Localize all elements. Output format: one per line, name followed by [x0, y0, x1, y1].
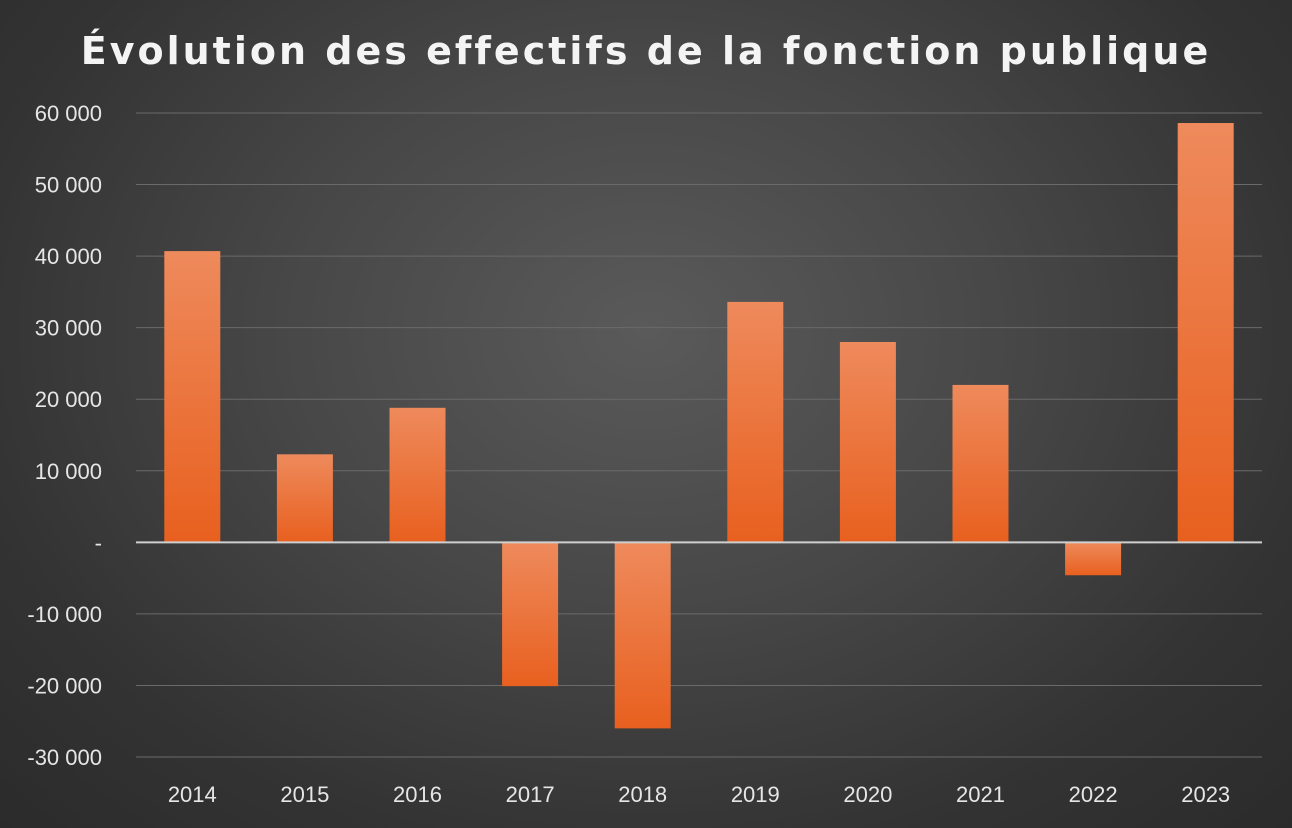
- bar-2019: [727, 301, 784, 543]
- y-tick-label: -30 000: [27, 745, 102, 770]
- bar-2015: [276, 454, 333, 543]
- x-tick-label: 2022: [1069, 782, 1118, 807]
- y-tick-label: -20 000: [27, 673, 102, 698]
- bar-2021: [952, 384, 1009, 543]
- bar-2022: [1065, 542, 1122, 576]
- bar-2018: [614, 542, 671, 729]
- x-tick-label: 2023: [1181, 782, 1230, 807]
- y-tick-label: 40 000: [35, 244, 102, 269]
- y-tick-label: 50 000: [35, 173, 102, 198]
- bar-2014: [164, 251, 221, 543]
- bar-2023: [1177, 123, 1234, 543]
- y-tick-label: 60 000: [35, 101, 102, 126]
- x-tick-label: 2018: [618, 782, 667, 807]
- y-tick-label: -10 000: [27, 602, 102, 627]
- chart-title: Évolution des effectifs de la fonction p…: [81, 29, 1211, 73]
- gridlines: [136, 112, 1262, 758]
- bar-2020: [839, 341, 896, 543]
- bar-2016: [389, 407, 446, 543]
- bars: [164, 123, 1234, 729]
- x-tick-label: 2017: [506, 782, 555, 807]
- y-axis-ticks: 60 000 50 000 40 000 30 000 20 000 10 000 - -10…: [27, 101, 102, 770]
- x-tick-label: 2014: [168, 782, 217, 807]
- bar-2017: [502, 542, 559, 687]
- y-tick-label: 10 000: [35, 459, 102, 484]
- x-tick-label: 2020: [843, 782, 892, 807]
- x-axis-ticks: 2014 2015 2016 2017 2018 2019 2020 2021 2022 2023: [168, 782, 1230, 807]
- y-tick-label: -: [95, 530, 102, 555]
- y-tick-label: 20 000: [35, 387, 102, 412]
- x-tick-label: 2015: [280, 782, 329, 807]
- x-tick-label: 2021: [956, 782, 1005, 807]
- x-tick-label: 2019: [731, 782, 780, 807]
- x-tick-label: 2016: [393, 782, 442, 807]
- y-tick-label: 30 000: [35, 316, 102, 341]
